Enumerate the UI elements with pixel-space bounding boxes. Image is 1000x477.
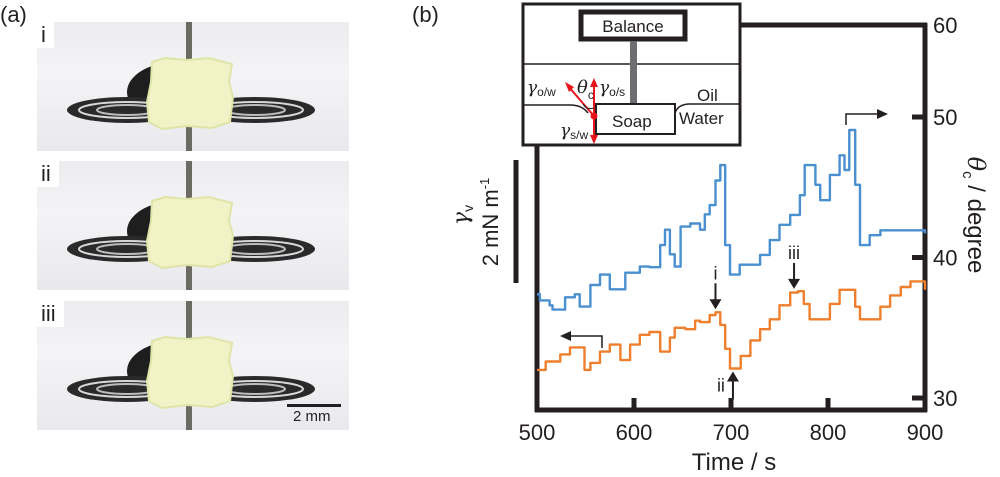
series-gamma-v-line xyxy=(537,128,927,311)
x-tick-label: 500 xyxy=(519,420,556,445)
arrow-head-icon xyxy=(590,135,598,144)
gamma-v-symbol: γv xyxy=(449,205,476,225)
panel-a-label: (a) xyxy=(0,2,27,27)
x-ticks: 500 600 700 800 900 xyxy=(519,398,944,445)
theta-symbol: θ xyxy=(577,77,588,98)
y-unit: / degree xyxy=(962,179,989,274)
gamma-sub: o/w xyxy=(537,85,556,99)
theta-subscript: c xyxy=(959,171,976,179)
gamma-sub: s/w xyxy=(570,128,588,142)
photo-frame-ii: ii xyxy=(37,161,349,290)
soap-piece xyxy=(145,56,235,131)
x-tick-label: 900 xyxy=(907,420,944,445)
gamma-scale-label: 2 mN m-1 xyxy=(477,178,503,267)
x-tick-label: 800 xyxy=(810,420,847,445)
gamma-symbol: γ xyxy=(449,211,474,225)
gamma-sub: o/s xyxy=(609,85,625,99)
balance-label: Balance xyxy=(602,17,663,36)
y-tick-label: 50 xyxy=(933,105,957,130)
gamma-sw-label: γs/w xyxy=(560,121,589,142)
series-theta-c-line xyxy=(537,280,927,372)
y-ticks-right: 60 50 40 30 xyxy=(912,13,957,411)
oil-label: Oil xyxy=(697,86,718,105)
y-axis-right-label: θc / degree xyxy=(959,157,990,274)
arrow-head-icon xyxy=(590,78,598,87)
x-axis-label: Time / s xyxy=(692,449,776,476)
annotation-label: iii xyxy=(788,243,800,263)
arrow-down-icon xyxy=(788,278,801,289)
x-tick-label: 700 xyxy=(713,420,750,445)
gamma-os-label: γo/s xyxy=(599,78,625,99)
gamma-symbol: γ xyxy=(527,78,538,98)
annotation-label: i xyxy=(713,263,717,283)
soap-photo-i xyxy=(67,22,315,151)
left-axis-indicator-arrow xyxy=(568,335,603,348)
soap-photo-iii xyxy=(67,301,315,430)
gamma-ow-label: γo/w xyxy=(527,78,556,99)
scale-bar-label: 2 mm xyxy=(293,408,331,425)
theta-symbol: θ xyxy=(962,157,990,172)
right-axis-indicator-arrow xyxy=(845,113,880,125)
soap-block xyxy=(595,103,676,135)
arrow-head-icon xyxy=(565,82,574,92)
balance-box xyxy=(578,9,688,42)
y-tick-label: 40 xyxy=(933,246,957,271)
soap-photo-ii xyxy=(67,161,315,290)
photo-frame-iii: iii 2 mm xyxy=(37,301,349,430)
arrow-right-icon xyxy=(877,109,888,119)
gamma-ow-vector xyxy=(567,85,595,117)
frame-tag: i xyxy=(37,22,54,48)
theta-c-label: θc xyxy=(577,77,594,102)
soap-piece xyxy=(145,335,235,410)
frame-tag: iii xyxy=(37,301,64,327)
arrow-left-icon xyxy=(560,331,571,341)
balance-rod xyxy=(630,41,637,104)
inset-schematic: Balance Soap Oil Water γo/w θc γo/s γs/w xyxy=(521,2,742,147)
contact-angle-arc xyxy=(582,103,595,109)
gamma-subscript: v xyxy=(460,205,476,212)
y-tick-label: 60 xyxy=(933,13,957,38)
scale-value: 2 mN m xyxy=(478,189,503,266)
theta-sub: c xyxy=(588,88,594,102)
arrow-down-icon xyxy=(709,299,722,310)
scale-sup: -1 xyxy=(477,178,492,190)
water-label: Water xyxy=(679,109,724,128)
gamma-symbol: γ xyxy=(599,78,610,98)
panel-b-label: (b) xyxy=(412,2,439,27)
gamma-symbol: γ xyxy=(560,121,571,141)
arrow-up-icon xyxy=(726,371,739,382)
contact-point xyxy=(590,112,598,120)
soap-label: Soap xyxy=(612,112,652,131)
y-tick-label: 30 xyxy=(933,386,957,411)
annotation-label: ii xyxy=(717,375,725,395)
x-tick-label: 600 xyxy=(616,420,653,445)
photo-frame-i: i xyxy=(37,22,349,151)
frame-tag: ii xyxy=(37,161,59,187)
soap-piece xyxy=(145,195,235,270)
scale-bar xyxy=(287,404,341,407)
